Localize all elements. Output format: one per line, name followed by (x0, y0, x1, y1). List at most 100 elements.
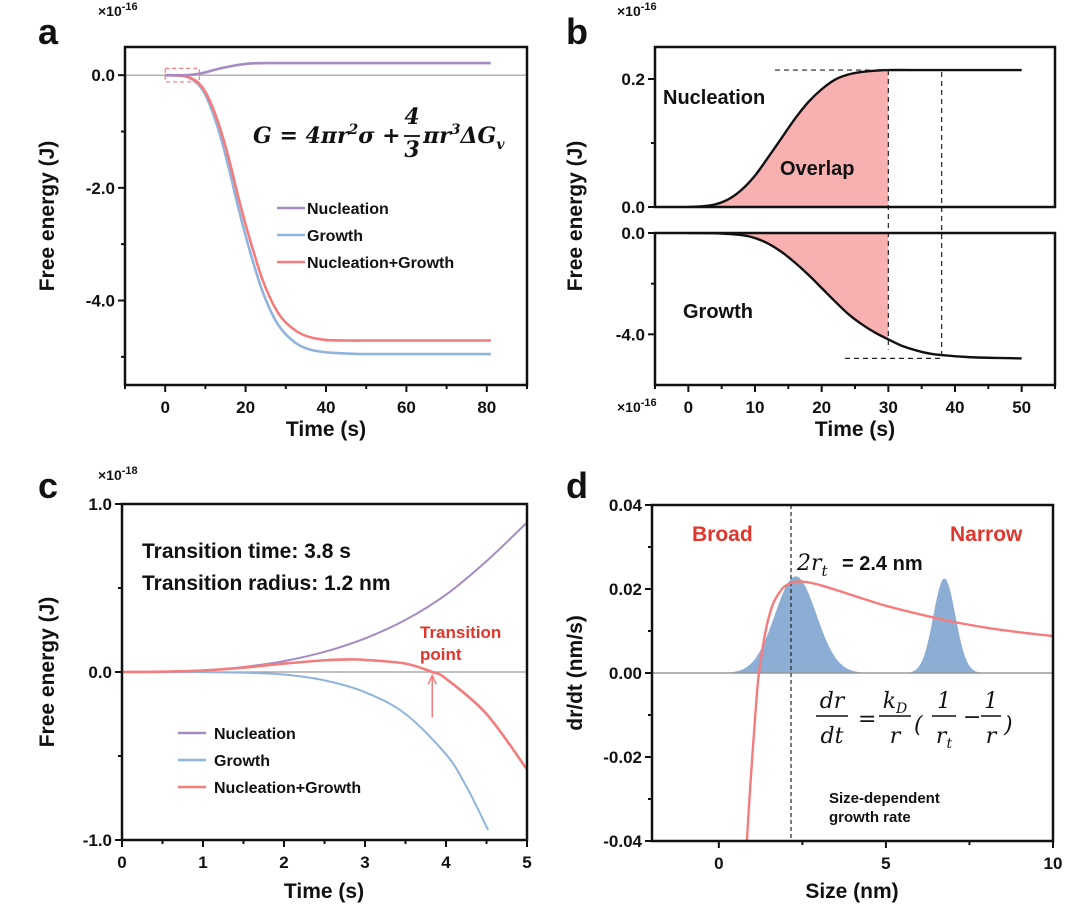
c-xtick-label: 2 (279, 853, 288, 872)
y-multiplier-c: ×10-18 (98, 465, 138, 483)
plot-area-b-growth (688, 233, 1022, 360)
a-ytick-label: -4.0 (86, 292, 115, 311)
annotation-transition-radius: Transition radius: 1.2 nm (142, 572, 391, 595)
svg-text:(: ( (914, 713, 923, 738)
legend-label-combined: Nucleation+Growth (307, 255, 454, 272)
panel-label-d: d (566, 465, 588, 506)
svg-text:2rt: 2rt (796, 551, 829, 580)
a-xtick-label: 80 (477, 398, 496, 417)
series-growth-c (122, 670, 490, 831)
axes-frame-b-top (653, 45, 1057, 209)
b-xtick-label: 40 (946, 398, 965, 417)
series-nucleation-growth (165, 73, 491, 342)
d-xtick-label: 5 (881, 854, 890, 873)
svg-text:4: 4 (404, 104, 419, 130)
c-xtick-label: 5 (522, 853, 531, 872)
svg-text:G = 4πr2σ +: G = 4πr2σ + (253, 122, 401, 149)
c-xtick-label: 1 (198, 853, 207, 872)
d-ytick-label: -0.02 (603, 748, 642, 767)
d-ytick-label: 0.00 (609, 664, 642, 683)
narrow-distribution (900, 578, 989, 673)
highlight-box-a (164, 67, 200, 83)
c-ytick-label: 1.0 (88, 495, 112, 514)
svg-text:3: 3 (404, 137, 419, 163)
a-xtick-label: 60 (397, 398, 416, 417)
series-nucleation (165, 61, 491, 77)
b-xtick-label: 0 (684, 398, 693, 417)
y-multiplier-b-top: ×10-16 (617, 1, 657, 19)
series-nucleation-b (688, 68, 1022, 207)
plot-area-a (125, 61, 527, 356)
a-xtick-label: 0 (160, 398, 169, 417)
x-axis-label-d: Size (nm) (805, 880, 898, 903)
b-xtick-label: 30 (879, 398, 898, 417)
b-top-ytick-label: 0.2 (621, 70, 645, 89)
svg-text:rt: rt (936, 724, 953, 752)
b-xtick-label: 20 (812, 398, 831, 417)
transition-point-arrow (427, 673, 437, 718)
y-axis-label-c: Free energy (J) (36, 597, 59, 748)
a-ytick-label: 0.0 (91, 66, 115, 85)
legend-a: Nucleation Growth Nucleation+Growth (277, 201, 454, 272)
annotation-narrow: Narrow (950, 523, 1023, 546)
svg-text:πr3ΔGv: πr3ΔGv (422, 122, 505, 153)
b-bottom-ytick-label: 0.0 (621, 224, 645, 243)
y-multiplier-b-bottom: ×10-16 (617, 397, 657, 415)
b-bottom-ytick-label: -4.0 (616, 325, 645, 344)
series-nucleation-growth-c (122, 658, 527, 771)
y-axis-label-b: Free energy (J) (564, 141, 587, 292)
c-xtick-label: 0 (117, 853, 126, 872)
plot-area-b-nucleation (688, 68, 1022, 207)
plot-area-d (652, 505, 1053, 841)
svg-text:r: r (890, 724, 902, 749)
annotation-critical-size: 2rt = 2.4 nm (796, 551, 923, 580)
annotation-transition-time: Transition time: 3.8 s (142, 540, 351, 563)
svg-text:1: 1 (937, 689, 951, 714)
ticks-a: 0 20 40 60 80 0.0 -2.0 -4.0 (86, 66, 528, 417)
legend-label-nucleation: Nucleation (214, 726, 296, 743)
svg-text:= 2.4 nm: = 2.4 nm (842, 553, 923, 575)
d-xtick-label: 10 (1044, 854, 1063, 873)
svg-text:dt: dt (821, 724, 844, 749)
svg-text:kD: kD (883, 689, 908, 717)
x-axis-label-b: Time (s) (815, 418, 895, 441)
a-ytick-label: -2.0 (86, 179, 115, 198)
c-ytick-label: 0.0 (88, 663, 112, 682)
b-top-ytick-label: 0.0 (621, 198, 645, 217)
svg-text:1: 1 (984, 689, 998, 714)
a-xtick-label: 40 (317, 398, 336, 417)
caption-line2-d: growth rate (829, 809, 911, 826)
equation-d: dr dt = kD r ( 1 rt − 1 r ) (816, 689, 1013, 752)
overlap-area-growth (688, 233, 889, 340)
annotation-nucleation-b: Nucleation (663, 87, 765, 109)
c-xtick-label: 4 (441, 853, 451, 872)
ticks-c: 0 1 2 3 4 5 1.0 0.0 -1.0 (83, 495, 532, 872)
reference-dashes-b (775, 69, 943, 359)
svg-text:r: r (986, 724, 998, 749)
y-multiplier-a: ×10-16 (98, 1, 138, 19)
panel-a: a ×10-16 0 20 40 60 80 0.0 -2.0 -4.0 Time (s) F… (36, 1, 529, 441)
legend-c: Nucleation Growth Nucleation+Growth (178, 726, 361, 797)
panel-d: d 0 5 10 0.04 0.02 0.00 -0.02 -0.04 Size (nm) d… (564, 465, 1062, 903)
x-axis-label-c: Time (s) (284, 880, 364, 903)
panel-label-b: b (566, 11, 588, 52)
svg-text:−: − (963, 705, 981, 730)
c-ytick-label: -1.0 (83, 831, 112, 850)
x-axis-label-a: Time (s) (286, 418, 366, 441)
legend-label-nucleation: Nucleation (307, 201, 389, 218)
legend-label-growth: Growth (307, 228, 363, 245)
y-axis-label-d: dr/dt (nm/s) (564, 615, 587, 731)
ticks-d: 0 5 10 0.04 0.02 0.00 -0.02 -0.04 (603, 496, 1062, 873)
legend-label-combined: Nucleation+Growth (214, 780, 361, 797)
d-xtick-label: 0 (714, 854, 723, 873)
d-ytick-label: 0.02 (609, 580, 642, 599)
svg-text:=: = (858, 707, 876, 732)
annotation-broad: Broad (692, 523, 753, 546)
d-ytick-label: 0.04 (609, 496, 643, 515)
series-growth (165, 73, 491, 356)
annotation-overlap-b: Overlap (780, 158, 854, 180)
arrow-head (427, 673, 437, 685)
c-xtick-label: 3 (360, 853, 369, 872)
svg-text:dr: dr (820, 689, 846, 714)
